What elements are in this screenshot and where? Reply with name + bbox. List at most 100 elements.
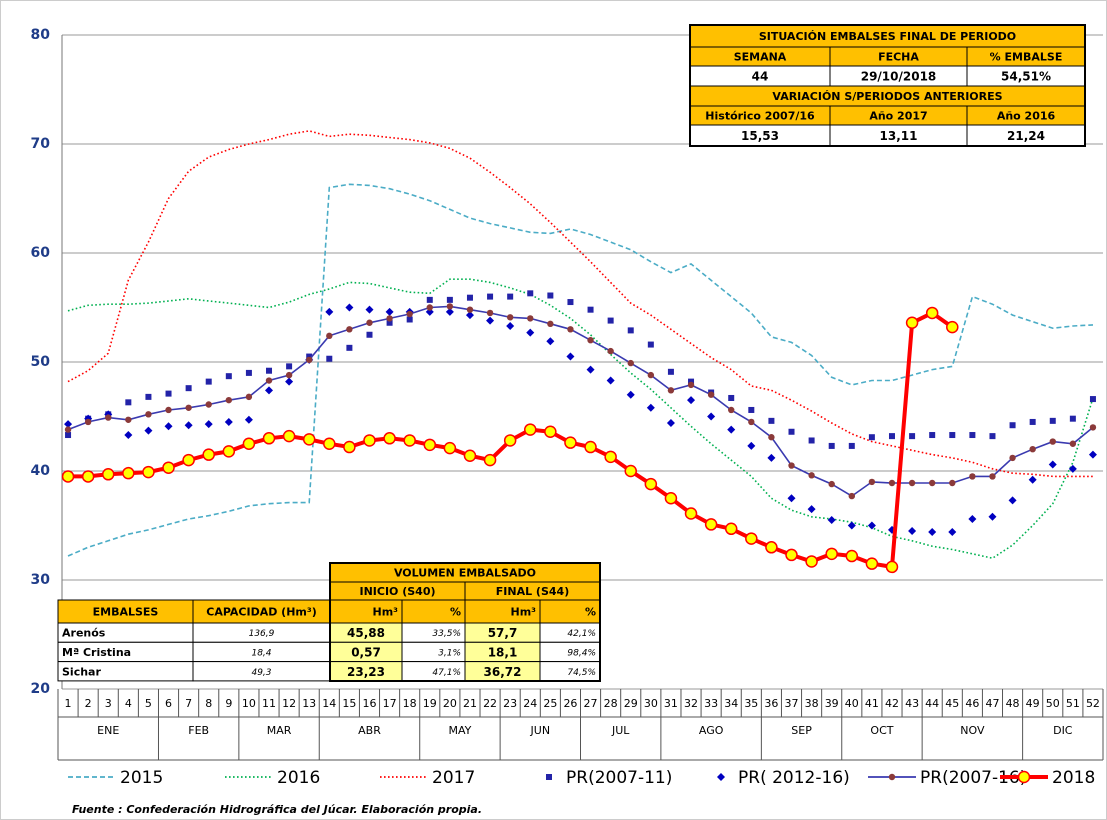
diamond-marker xyxy=(345,303,354,312)
diamond-marker xyxy=(948,528,957,537)
dot-marker xyxy=(547,320,554,328)
dot-marker xyxy=(644,477,658,491)
dot-marker xyxy=(969,473,976,480)
dot-marker xyxy=(946,320,959,334)
dot-marker xyxy=(222,445,236,458)
dot-marker xyxy=(888,479,896,487)
month-label: AGO xyxy=(699,724,724,737)
series-line xyxy=(67,305,1094,498)
x-tick-label: 32 xyxy=(684,697,698,710)
dot-marker xyxy=(162,461,175,474)
month-label: FEB xyxy=(188,724,209,737)
x-tick-label: 27 xyxy=(584,697,598,710)
x-tick-label: 50 xyxy=(1046,697,1060,710)
x-tick-label: 11 xyxy=(262,697,276,710)
table-text: 98,4% xyxy=(567,648,596,658)
dot-marker xyxy=(845,549,859,563)
table-text: SEMANA xyxy=(734,51,787,64)
x-tick-label: 5 xyxy=(145,697,152,710)
dot-marker xyxy=(524,423,537,436)
square-marker xyxy=(587,306,594,313)
table-text: FECHA xyxy=(878,51,919,64)
x-tick-label: 15 xyxy=(342,697,356,710)
square-marker xyxy=(828,442,835,449)
dot-marker xyxy=(423,438,437,452)
square-marker xyxy=(446,296,453,303)
dot-marker xyxy=(343,440,356,454)
dot-marker xyxy=(624,464,637,478)
table-text: 33,5% xyxy=(432,629,461,639)
x-tick-label: 38 xyxy=(805,697,819,710)
square-marker xyxy=(647,341,654,348)
square-marker xyxy=(286,363,293,370)
x-tick-label: 7 xyxy=(185,697,192,710)
dot-marker xyxy=(704,518,718,531)
dot-marker xyxy=(989,473,996,480)
dot-marker xyxy=(403,434,416,447)
legend-label: 2016 xyxy=(277,768,320,788)
table-border xyxy=(329,562,601,682)
x-tick-label: 3 xyxy=(105,697,112,710)
diamond-marker xyxy=(244,415,253,424)
y-tick-label: 70 xyxy=(31,136,51,152)
dot-marker xyxy=(1089,424,1097,431)
dot-marker xyxy=(647,371,655,379)
table-text: EMBALSES xyxy=(93,606,159,619)
dot-marker xyxy=(664,492,678,505)
table-text: Mª Cristina xyxy=(62,646,131,659)
square-marker xyxy=(145,393,152,400)
x-tick-label: 18 xyxy=(403,697,417,710)
x-tick-label: 22 xyxy=(483,697,497,710)
diamond-marker xyxy=(988,512,997,521)
x-tick-label: 9 xyxy=(225,697,232,710)
dot-marker xyxy=(788,462,795,469)
month-label: NOV xyxy=(960,724,985,737)
x-tick-label: 20 xyxy=(443,697,457,710)
legend-label: 2017 xyxy=(432,768,475,788)
dot-marker xyxy=(949,479,956,487)
diamond-marker xyxy=(546,337,555,346)
table-text: 36,72 xyxy=(484,665,522,679)
x-tick-label: 6 xyxy=(165,697,172,710)
table-text: 13,11 xyxy=(880,129,918,143)
dot-marker xyxy=(1029,446,1036,453)
dot-marker xyxy=(908,479,916,487)
dot-marker xyxy=(265,377,273,384)
table-text: 18,1 xyxy=(488,645,518,659)
x-tick-label: 37 xyxy=(785,697,799,710)
square-marker xyxy=(627,327,634,334)
table-text: 136,9 xyxy=(249,629,275,639)
dot-marker xyxy=(506,314,514,321)
square-marker xyxy=(1089,396,1096,403)
square-marker xyxy=(366,331,373,338)
dot-marker xyxy=(145,411,152,418)
dot-marker xyxy=(885,560,899,574)
x-tick-label: 17 xyxy=(383,697,397,710)
square-marker xyxy=(547,292,554,299)
square-marker xyxy=(266,367,273,374)
month-label: ENE xyxy=(97,724,119,737)
square-marker xyxy=(888,433,895,440)
diamond-marker xyxy=(968,514,977,523)
dot-marker xyxy=(808,472,815,479)
diamond-marker xyxy=(646,403,655,412)
dot-marker xyxy=(306,356,313,364)
dot-marker xyxy=(724,522,738,536)
x-tick-label: 16 xyxy=(362,697,376,710)
x-tick-label: 23 xyxy=(503,697,517,710)
table-text: 3,1% xyxy=(438,648,461,658)
dot-marker xyxy=(262,432,276,445)
diamond-marker xyxy=(64,420,73,429)
table-text: 49,3 xyxy=(251,668,271,678)
dot-marker xyxy=(245,393,253,401)
diamond-marker xyxy=(1068,464,1077,473)
square-marker xyxy=(65,432,72,439)
dot-marker xyxy=(282,429,296,443)
square-marker xyxy=(667,368,674,375)
square-marker xyxy=(245,369,252,376)
dot-marker xyxy=(483,453,497,467)
dot-marker xyxy=(745,532,758,545)
legend-marker xyxy=(1017,770,1031,784)
x-tick-label: 28 xyxy=(604,697,618,710)
table-text: 74,5% xyxy=(567,668,596,678)
